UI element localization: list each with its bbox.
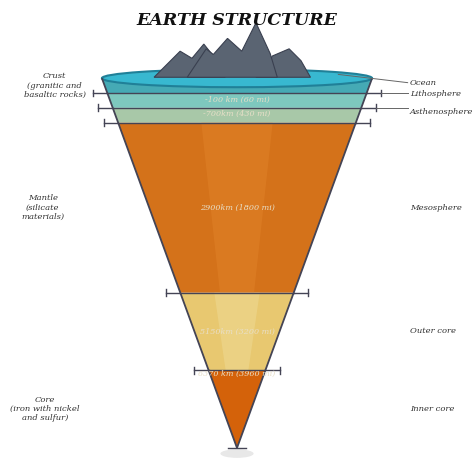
Text: Mantle
(silicate
materials): Mantle (silicate materials)	[21, 194, 64, 221]
Text: -700km (430 mi): -700km (430 mi)	[203, 109, 271, 118]
Text: Asthenosphere: Asthenosphere	[410, 108, 474, 116]
Text: EARTH STRUCTURE: EARTH STRUCTURE	[137, 12, 337, 29]
Polygon shape	[256, 49, 310, 77]
Text: Inner core: Inner core	[410, 405, 455, 413]
Text: 6370 km (3960 mi): 6370 km (3960 mi)	[198, 370, 276, 378]
Polygon shape	[214, 292, 260, 370]
Polygon shape	[201, 123, 273, 292]
Text: Mesosphere: Mesosphere	[410, 204, 462, 211]
Polygon shape	[107, 93, 367, 108]
Text: 5150km (3200 mi): 5150km (3200 mi)	[200, 328, 274, 336]
Text: Ocean: Ocean	[410, 79, 437, 87]
Text: Core
(iron with nickel
and sulfur): Core (iron with nickel and sulfur)	[10, 396, 80, 422]
Polygon shape	[118, 123, 356, 292]
Ellipse shape	[102, 69, 372, 87]
Text: Crust
(granitic and
basaltic rocks): Crust (granitic and basaltic rocks)	[24, 73, 85, 99]
Polygon shape	[154, 44, 225, 77]
Polygon shape	[209, 370, 265, 448]
Polygon shape	[187, 23, 277, 77]
Text: Lithosphere: Lithosphere	[410, 90, 461, 98]
Polygon shape	[180, 292, 294, 370]
Ellipse shape	[220, 449, 254, 458]
Polygon shape	[113, 108, 361, 123]
Text: 2900km (1800 mi): 2900km (1800 mi)	[200, 204, 274, 211]
Polygon shape	[102, 78, 372, 93]
Text: Outer core: Outer core	[410, 328, 456, 336]
Text: -100 km (60 mi): -100 km (60 mi)	[205, 96, 269, 104]
